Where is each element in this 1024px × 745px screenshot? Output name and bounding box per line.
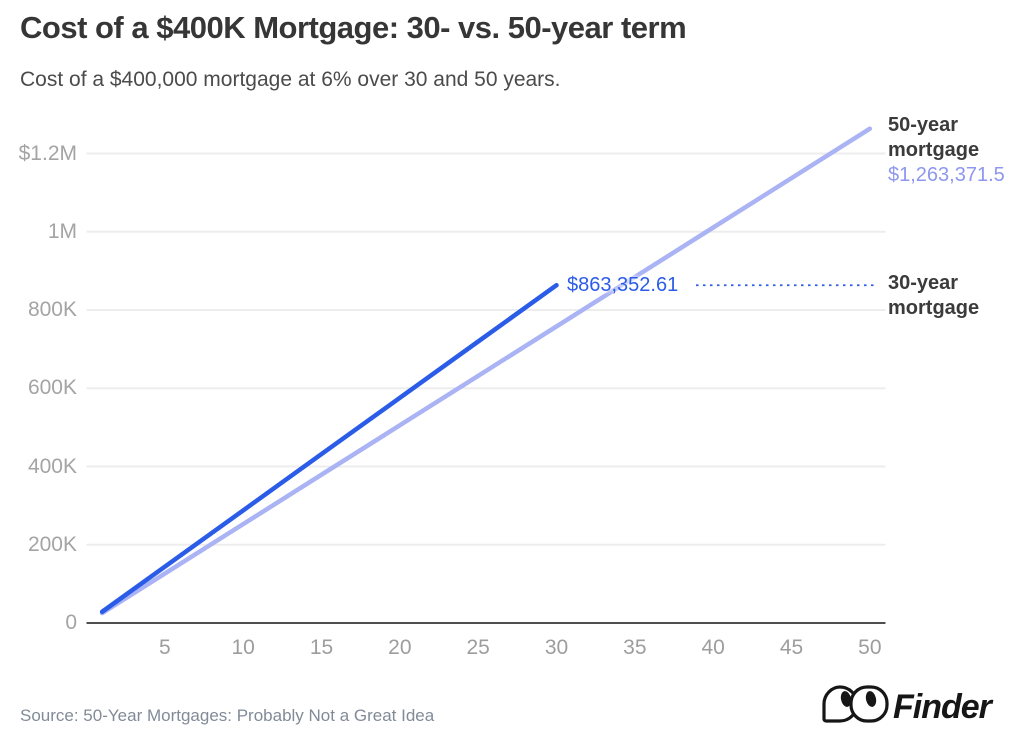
y-tick-label: 0 xyxy=(65,611,77,634)
x-tick-label: 5 xyxy=(158,636,171,659)
y-tick-label: 1M xyxy=(47,219,77,243)
source-note: Source: 50-Year Mortgages: Probably Not … xyxy=(20,706,435,725)
y-tick-label: 200K xyxy=(27,532,77,556)
finder-wordmark: Finder xyxy=(893,688,994,726)
finder-eyes-icon: Finder xyxy=(822,685,995,726)
x-tick-label: 45 xyxy=(779,636,804,659)
x-tick-label: 35 xyxy=(623,636,647,659)
x-tick-label: 50 xyxy=(858,636,882,659)
finder-logo: Finder xyxy=(820,683,1012,734)
series-label-50-year: 50-year mortgage xyxy=(888,114,980,161)
x-tick-label: 25 xyxy=(466,636,490,659)
page-title: Cost of a $400K Mortgage: 30- vs. 50-yea… xyxy=(20,10,687,45)
y-tick-label: 800K xyxy=(27,298,77,321)
y-tick-label: $1.2M xyxy=(18,141,77,165)
series-line-50-year-mortgage xyxy=(99,126,873,616)
y-tick-label: 400K xyxy=(27,454,77,478)
y-tick-label: 600K xyxy=(27,376,77,400)
x-tick-label: 40 xyxy=(701,636,725,659)
x-tick-label: 30 xyxy=(544,636,569,659)
series-value-30-year: $863,352.61 xyxy=(567,274,679,296)
series-value-50-year: $1,263,371.5 xyxy=(888,164,1005,186)
series-label-30-year: 30-year mortgage xyxy=(888,272,980,319)
series-line-30-year-mortgage xyxy=(99,282,559,614)
x-tick-label: 15 xyxy=(309,636,334,659)
x-tick-label: 20 xyxy=(388,636,412,659)
page-subtitle: Cost of a $400,000 mortgage at 6% over 3… xyxy=(20,68,561,91)
x-tick-label: 10 xyxy=(231,636,255,659)
